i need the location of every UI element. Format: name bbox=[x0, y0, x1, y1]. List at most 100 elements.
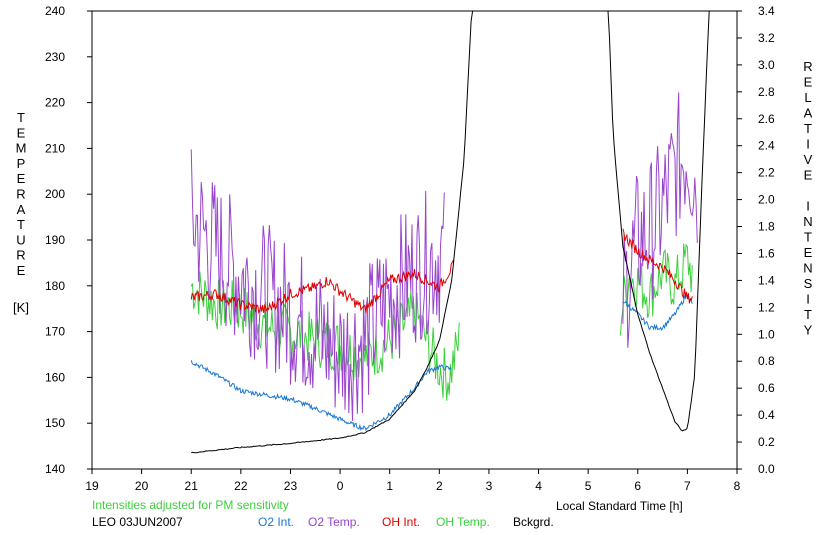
left-axis-unit: [K] bbox=[13, 300, 29, 315]
right-tick-label: 1.6 bbox=[758, 246, 775, 260]
right-axis-letter: T bbox=[804, 307, 812, 322]
x-tick-label: 23 bbox=[284, 479, 298, 493]
right-tick-label: 1.8 bbox=[758, 220, 775, 234]
right-tick-label: 0.0 bbox=[758, 462, 775, 476]
right-axis-letter: T bbox=[804, 230, 812, 245]
series-o2-temp bbox=[190, 92, 698, 421]
right-tick-label: 0.2 bbox=[758, 435, 775, 449]
series-o2-int bbox=[190, 293, 693, 432]
left-tick-label: 230 bbox=[45, 50, 65, 64]
x-tick-label: 4 bbox=[535, 479, 542, 493]
right-axis-letter: I bbox=[806, 199, 810, 214]
series-line bbox=[190, 360, 452, 432]
left-axis-letter: U bbox=[16, 232, 25, 247]
left-tick-label: 190 bbox=[45, 233, 65, 247]
right-tick-label: 0.8 bbox=[758, 354, 775, 368]
right-axis-letter: N bbox=[803, 214, 812, 229]
x-tick-label: 8 bbox=[734, 479, 741, 493]
series-line bbox=[619, 243, 693, 336]
left-tick-label: 220 bbox=[45, 96, 65, 110]
x-tick-label: 5 bbox=[585, 479, 592, 493]
right-tick-label: 3.2 bbox=[758, 31, 775, 45]
right-axis-letter: Y bbox=[804, 323, 813, 338]
note-text: Intensities adjusted for PM sensitivity bbox=[92, 498, 289, 512]
x-tick-label: 19 bbox=[85, 479, 99, 493]
series-line bbox=[622, 228, 693, 304]
legend-o2-temp: O2 Temp. bbox=[308, 515, 360, 529]
series-oh-int bbox=[190, 228, 693, 315]
right-tick-label: 0.4 bbox=[758, 408, 775, 422]
right-axis-letter: N bbox=[803, 261, 812, 276]
right-tick-label: 2.2 bbox=[758, 166, 775, 180]
left-tick-label: 150 bbox=[45, 416, 65, 430]
right-axis-letter: E bbox=[804, 245, 813, 260]
x-tick-label: 3 bbox=[486, 479, 493, 493]
station-label: LEO 03JUN2007 bbox=[92, 515, 183, 529]
x-tick-label: 20 bbox=[135, 479, 149, 493]
right-axis-letter: I bbox=[806, 292, 810, 307]
right-axis-letter: A bbox=[804, 106, 813, 121]
right-axis-letter: V bbox=[804, 152, 813, 167]
right-axis-letter: S bbox=[804, 276, 813, 291]
left-axis-letter: R bbox=[16, 248, 25, 263]
right-tick-label: 2.6 bbox=[758, 112, 775, 126]
right-tick-label: 2.4 bbox=[758, 139, 775, 153]
x-tick-label: 7 bbox=[684, 479, 691, 493]
left-axis-letter: P bbox=[17, 156, 26, 171]
right-axis-letter: E bbox=[804, 168, 813, 183]
series-line bbox=[191, 10, 474, 454]
right-tick-label: 1.0 bbox=[758, 327, 775, 341]
x-tick-label: 1 bbox=[386, 479, 393, 493]
right-axis-letter: I bbox=[806, 137, 810, 152]
left-tick-label: 210 bbox=[45, 141, 65, 155]
series-line bbox=[622, 92, 698, 348]
x-axis-title: Local Standard Time [h] bbox=[556, 499, 683, 513]
right-tick-label: 0.6 bbox=[758, 381, 775, 395]
series-line bbox=[607, 10, 710, 432]
legend-background: Bckgrd. bbox=[513, 515, 554, 529]
left-tick-label: 140 bbox=[45, 462, 65, 476]
x-tick-label: 21 bbox=[185, 479, 199, 493]
right-tick-label: 2.0 bbox=[758, 193, 775, 207]
left-axis-letter: M bbox=[16, 141, 27, 156]
left-tick-label: 240 bbox=[45, 4, 65, 18]
right-axis-letter: R bbox=[803, 59, 812, 74]
right-tick-label: 3.0 bbox=[758, 58, 775, 72]
right-tick-label: 1.2 bbox=[758, 300, 775, 314]
axes bbox=[87, 10, 742, 474]
series-bckgrd bbox=[191, 10, 710, 454]
legend-o2-int: O2 Int. bbox=[258, 515, 295, 529]
x-tick-label: 2 bbox=[436, 479, 443, 493]
right-axis-letter: T bbox=[804, 121, 812, 136]
left-axis-letter: T bbox=[17, 110, 25, 125]
right-axis-letter: E bbox=[804, 75, 813, 90]
legend-oh-temp: OH Temp. bbox=[436, 515, 490, 529]
left-tick-label: 170 bbox=[45, 325, 65, 339]
x-tick-label: 22 bbox=[234, 479, 248, 493]
left-axis-letter: R bbox=[16, 187, 25, 202]
right-tick-label: 3.4 bbox=[758, 4, 775, 18]
left-axis-letter: A bbox=[17, 202, 26, 217]
tick-labels: 19 20 21 22 23 0 1 2 3 4 5 6 7 8140150160170180190200… bbox=[45, 4, 775, 493]
x-tick-label: 6 bbox=[634, 479, 641, 493]
x-tick-label: 0 bbox=[337, 479, 344, 493]
right-axis-letter: L bbox=[804, 90, 811, 105]
series-layer bbox=[190, 10, 710, 454]
legend-oh-int: OH Int. bbox=[382, 515, 421, 529]
left-tick-label: 160 bbox=[45, 370, 65, 384]
series-oh-temp bbox=[190, 243, 693, 401]
left-axis-letter: E bbox=[17, 263, 26, 278]
left-axis-letter: E bbox=[17, 171, 26, 186]
right-tick-label: 2.8 bbox=[758, 85, 775, 99]
series-line bbox=[190, 149, 445, 421]
right-tick-label: 1.4 bbox=[758, 273, 775, 287]
left-axis-letter: T bbox=[17, 217, 25, 232]
series-line bbox=[190, 259, 455, 315]
series-line bbox=[622, 293, 693, 331]
left-tick-label: 180 bbox=[45, 279, 65, 293]
left-tick-label: 200 bbox=[45, 187, 65, 201]
left-axis-letter: E bbox=[17, 125, 26, 140]
